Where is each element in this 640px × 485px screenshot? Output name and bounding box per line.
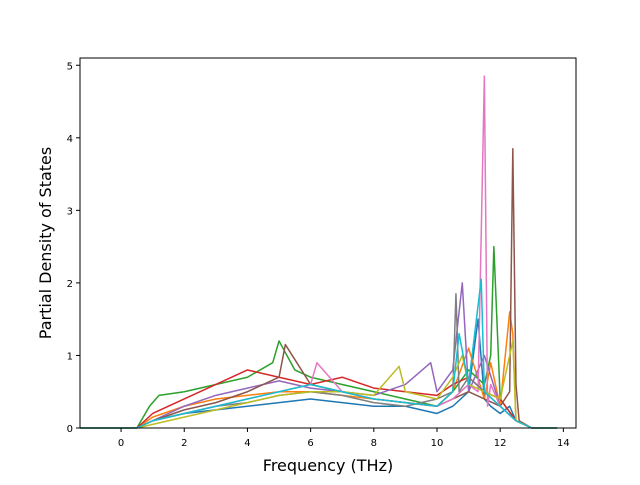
- x-tick-label: 2: [181, 438, 187, 449]
- series-line-5: [80, 282, 558, 429]
- y-tick-label: 4: [67, 134, 73, 145]
- x-tick-label: 6: [307, 438, 313, 449]
- series-layer: [80, 75, 558, 429]
- x-tick-label: 4: [244, 438, 250, 449]
- series-line-10: [80, 278, 558, 429]
- series-line-7: [80, 75, 558, 429]
- x-axis-label: Frequency (THz): [263, 456, 393, 475]
- y-tick-label: 2: [67, 279, 73, 290]
- y-tick-label: 3: [67, 206, 73, 217]
- y-axis-label: Partial Density of States: [36, 147, 55, 339]
- series-line-9: [80, 340, 558, 429]
- x-tick-label: 10: [431, 438, 444, 449]
- x-axis-ticks: 0 2 4 6 8 10 12 14: [118, 428, 570, 449]
- y-tick-label: 5: [67, 61, 73, 72]
- y-tick-label: 1: [67, 351, 73, 362]
- series-line-2: [80, 311, 558, 429]
- x-tick-label: 0: [118, 438, 124, 449]
- series-line-3: [80, 245, 558, 429]
- plot-frame: [79, 57, 577, 429]
- x-tick-label: 12: [494, 438, 507, 449]
- x-tick-label: 8: [371, 438, 377, 449]
- y-axis-ticks: 0 1 2 3 4 5: [67, 61, 80, 435]
- y-tick-label: 0: [67, 424, 73, 435]
- x-tick-label: 14: [557, 438, 570, 449]
- series-line-1: [80, 318, 558, 429]
